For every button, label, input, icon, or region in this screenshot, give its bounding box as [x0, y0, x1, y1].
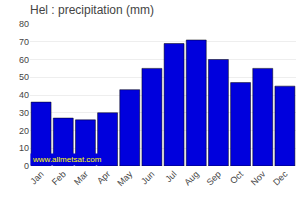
svg-text:10: 10	[19, 143, 29, 153]
svg-text:30: 30	[19, 108, 29, 118]
svg-text:20: 20	[19, 126, 29, 136]
svg-text:60: 60	[19, 55, 29, 65]
svg-text:Oct: Oct	[228, 169, 245, 186]
svg-text:Dec: Dec	[271, 169, 290, 188]
svg-text:Sep: Sep	[205, 169, 223, 187]
svg-text:Aug: Aug	[182, 169, 200, 187]
svg-text:Jul: Jul	[163, 169, 178, 184]
svg-text:0: 0	[24, 161, 29, 171]
svg-text:May: May	[115, 169, 134, 188]
svg-text:Hel : precipitation (mm): Hel : precipitation (mm)	[30, 3, 154, 17]
svg-text:40: 40	[19, 90, 29, 100]
svg-text:www.allmetsat.com: www.allmetsat.com	[32, 155, 102, 164]
svg-text:Jun: Jun	[139, 169, 156, 186]
svg-text:80: 80	[19, 19, 29, 29]
svg-text:Jan: Jan	[28, 169, 45, 186]
svg-text:Nov: Nov	[249, 169, 268, 188]
svg-text:Mar: Mar	[72, 169, 90, 187]
svg-text:50: 50	[19, 72, 29, 82]
svg-text:Feb: Feb	[50, 169, 68, 187]
svg-text:Apr: Apr	[95, 169, 112, 186]
svg-text:70: 70	[19, 37, 29, 47]
